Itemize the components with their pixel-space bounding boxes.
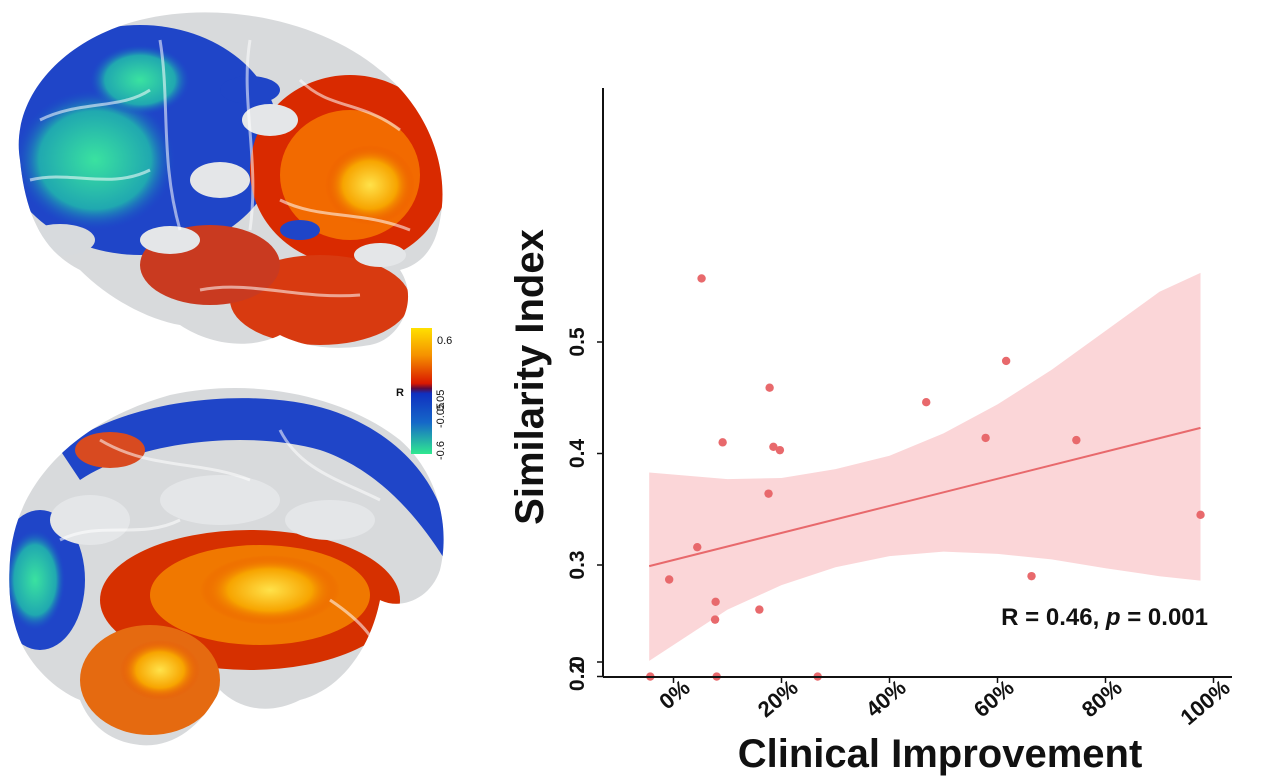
- data-point: [711, 597, 720, 606]
- x-tick-label: 60%: [969, 675, 1019, 722]
- y-axis-label: Similarity Index: [508, 229, 552, 525]
- colorbar-gradient: [411, 328, 432, 454]
- colorbar-tick-high-positive: 0.6: [437, 335, 452, 347]
- scatter-chart: 00.2 0.3 0.4 0.5 0% 20% 40% 60% 80% 100% Similar…: [508, 88, 1235, 776]
- data-point: [1001, 356, 1011, 366]
- x-tick-label: 80%: [1077, 675, 1127, 722]
- data-point: [693, 542, 702, 552]
- data-point: [922, 398, 931, 407]
- confidence-band: [649, 272, 1201, 661]
- x-tick-label: 0%: [654, 675, 694, 715]
- y-tick-label: 0.4: [566, 439, 589, 469]
- brain-figure-panel: R 0.6 0.05 -0.05 -0.6: [9, 12, 452, 746]
- data-point: [775, 445, 785, 455]
- x-tick-label: 100%: [1176, 675, 1235, 730]
- x-axis-label: Clinical Improvement: [738, 732, 1143, 776]
- annotation-prefix: R = 0.46,: [1001, 604, 1106, 631]
- data-point: [1196, 510, 1205, 520]
- data-point: [710, 615, 720, 624]
- data-point: [765, 383, 774, 392]
- x-axis-ticks: 0% 20% 40% 60% 80% 100%: [654, 675, 1234, 730]
- colorbar-tick-high-negative: -0.6: [435, 441, 447, 460]
- colorbar-label: R: [396, 387, 404, 399]
- annotation-suffix: = 0.001: [1121, 604, 1208, 631]
- data-point: [1072, 435, 1081, 445]
- regression-line-layer: [648, 426, 1201, 568]
- y-tick-label: 0.5: [566, 327, 589, 357]
- data-point: [755, 605, 764, 614]
- confidence-band-layer: [649, 272, 1201, 661]
- data-point: [981, 433, 990, 443]
- data-point: [769, 442, 778, 452]
- y-tick-label: 0.2: [566, 662, 589, 691]
- brain-medial-view: [9, 387, 444, 746]
- correlation-annotation: R = 0.46, p = 0.001: [1001, 604, 1208, 631]
- data-point: [697, 274, 706, 283]
- y-tick-label: 0.3: [566, 550, 589, 579]
- data-point: [1027, 571, 1036, 581]
- colorbar: R 0.6 0.05 -0.05 -0.6: [396, 328, 452, 460]
- brain-lateral-view: [18, 12, 443, 348]
- colorbar-tick-low-positive: 0.05: [435, 390, 447, 411]
- annotation-p: p: [1105, 604, 1121, 631]
- data-point: [664, 575, 674, 584]
- x-tick-label: 20%: [753, 675, 803, 722]
- data-point: [764, 489, 773, 498]
- colorbar-tick-low-negative: -0.05: [435, 403, 447, 428]
- regression-line: [648, 426, 1201, 568]
- x-tick-label: 40%: [861, 675, 911, 722]
- y-tick-label: 0: [566, 656, 589, 668]
- data-point: [718, 438, 727, 447]
- y-axis-ticks: 00.2 0.3 0.4 0.5: [566, 327, 603, 691]
